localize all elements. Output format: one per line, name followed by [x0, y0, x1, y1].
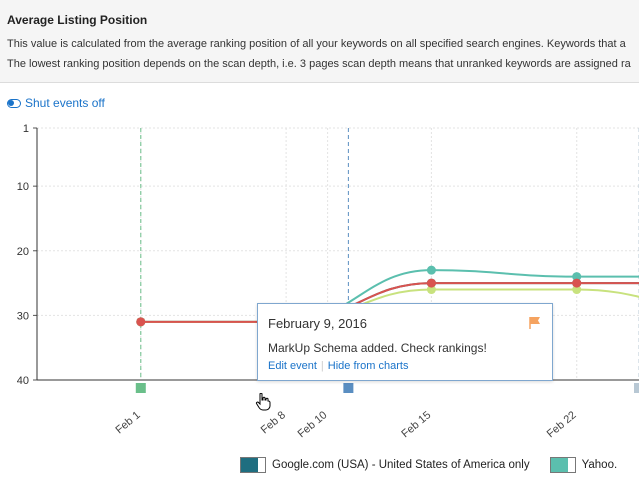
event-marker	[135, 383, 146, 393]
y-tick-label: 40	[17, 375, 29, 387]
data-point	[572, 272, 582, 282]
edit-event-link[interactable]: Edit event	[268, 360, 317, 372]
chart-legend: Google.com (USA) - United States of Amer…	[240, 457, 617, 473]
shut-events-label: Shut events off	[25, 96, 105, 110]
hand-cursor-icon	[255, 393, 271, 411]
toggle-icon	[7, 98, 21, 108]
x-tick-label: Feb 10	[296, 409, 330, 440]
page-title: Average Listing Position	[7, 13, 148, 27]
hide-from-charts-link[interactable]: Hide from charts	[327, 360, 409, 372]
x-tick-label: Feb 1	[113, 409, 142, 436]
data-point	[426, 285, 436, 295]
ranking-chart: 1 10 20 30 40 Feb 1 Feb 8 Feb 10 Feb 15 Feb 22	[17, 123, 639, 440]
legend-swatch-yahoo	[549, 457, 576, 473]
data-point	[426, 265, 436, 275]
event-message: MarkUp Schema added. Check rankings!	[268, 341, 487, 355]
y-tick-label: 1	[23, 123, 29, 135]
description-line-1: This value is calculated from the averag…	[7, 38, 626, 50]
event-marker	[634, 383, 639, 393]
y-tick-label: 20	[17, 246, 29, 258]
x-tick-label: Feb 8	[259, 409, 288, 436]
description-panel: Average Listing Position This value is c…	[0, 0, 639, 83]
shut-events-toggle[interactable]: Shut events off	[7, 96, 105, 110]
flag-icon[interactable]	[528, 316, 542, 330]
y-tick-label: 10	[17, 181, 29, 193]
link-separator: |	[320, 360, 324, 372]
legend-label-yahoo: Yahoo.	[581, 459, 618, 471]
data-point	[136, 317, 146, 327]
legend-item-yahoo[interactable]: Yahoo.	[549, 457, 618, 473]
data-point	[572, 278, 582, 288]
legend-swatch-google	[240, 457, 266, 473]
y-tick-label: 30	[17, 310, 29, 322]
x-tick-label: Feb 15	[399, 409, 433, 440]
event-tooltip: February 9, 2016 MarkUp Schema added. Ch…	[257, 303, 553, 381]
description-line-2: The lowest ranking position depends on t…	[7, 58, 631, 70]
data-point	[426, 278, 436, 288]
legend-label-google: Google.com (USA) - United States of Amer…	[272, 459, 530, 471]
data-point	[572, 285, 582, 295]
event-actions: Edit event | Hide from charts	[268, 360, 408, 372]
event-marker	[343, 383, 354, 393]
legend-item-google[interactable]: Google.com (USA) - United States of Amer…	[240, 457, 530, 473]
x-tick-label: Feb 22	[545, 409, 579, 440]
event-date: February 9, 2016	[268, 316, 368, 331]
